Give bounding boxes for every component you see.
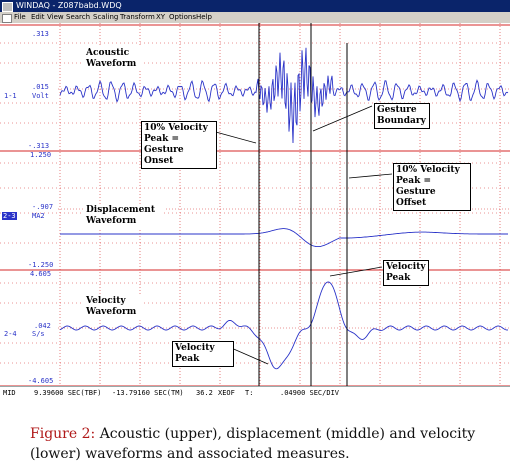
cursor-lines (258, 23, 348, 387)
acoustic-waveform-label: Acoustic Waveform (84, 47, 144, 71)
status-mid: MID (3, 389, 16, 397)
offset-arrow (348, 173, 393, 179)
waveform-plot[interactable]: .313 .015 1-1 Volt -.313 1.250 -.907 2-3… (0, 23, 510, 388)
menu-help[interactable]: Help (196, 13, 212, 21)
gesture-onset-label: 10% Velocity Peak = Gesture Onset (141, 121, 217, 169)
boundary-arrow (312, 105, 373, 132)
velocity-channel-id: 2-4 (4, 330, 17, 338)
menu-bar: File Edit View Search Scaling Transform … (0, 12, 510, 23)
figure-number: Figure 2: (30, 426, 96, 442)
status-time-tbf: 9.39600 SEC(TBF) (34, 389, 102, 397)
velocity-trace (59, 281, 509, 370)
displacement-scale-bottom: -1.250 (28, 261, 54, 269)
menu-scaling[interactable]: Scaling (93, 13, 119, 21)
menu-edit[interactable]: Edit (31, 13, 45, 21)
status-time-tm: -13.79160 SEC(TM) (112, 389, 184, 397)
velocity-waveform-label: Velocity Waveform (84, 295, 144, 319)
windaq-window: WINDAQ - Z087babd.WDQ File Edit View Sea… (0, 0, 510, 399)
acoustic-trace (59, 47, 509, 144)
acoustic-scale-bottom: -.313 (28, 142, 50, 150)
status-value: 36.2 (196, 389, 213, 397)
menu-xy[interactable]: XY (156, 13, 166, 21)
window-title: WINDAQ - Z087babd.WDQ (16, 1, 122, 10)
acoustic-scale-top: .313 (32, 30, 49, 38)
menu-options[interactable]: Options (169, 13, 197, 21)
velocity-scale-top: 4.605 (30, 270, 52, 278)
menu-transform[interactable]: Transform (120, 13, 155, 21)
velocity-scale-bottom: -4.605 (28, 377, 54, 385)
menu-search[interactable]: Search (66, 13, 91, 21)
acoustic-scale-mid: .015 (32, 83, 49, 91)
app-icon (2, 2, 13, 12)
velocity-scale-mid: .042 (34, 322, 51, 330)
velocity-peak-lower-label: Velocity Peak (172, 341, 234, 367)
status-t: T: (245, 389, 254, 397)
velocity-peak-upper-label: Velocity Peak (383, 260, 429, 286)
gesture-boundary-label: Gesture Boundary (374, 103, 430, 129)
system-menu-icon[interactable] (2, 14, 12, 23)
acoustic-channel-id: 1-1 (4, 92, 17, 100)
displacement-scale-mid: -.907 (32, 203, 54, 211)
acoustic-unit: Volt (32, 92, 49, 100)
annotation-arrows (211, 105, 393, 365)
figure-caption: Figure 2: Acoustic (upper), displacement… (30, 424, 494, 464)
velpeak-upper-arrow (329, 266, 383, 277)
menu-file[interactable]: File (14, 13, 26, 21)
displacement-waveform-label: Displacement Waveform (84, 204, 164, 228)
displacement-scale-top: 1.250 (30, 151, 52, 159)
displacement-unit: MA2 (32, 212, 45, 220)
menu-view[interactable]: View (47, 13, 64, 21)
status-eof: XEOF (218, 389, 235, 397)
title-bar: WINDAQ - Z087babd.WDQ (0, 0, 510, 12)
displacement-trace (60, 228, 508, 248)
onset-arrow (211, 130, 257, 144)
caption-text: Acoustic (upper), displacement (middle) … (30, 426, 476, 462)
displacement-channel-id[interactable]: 2-3 (2, 212, 17, 220)
velpeak-lower-arrow (228, 346, 269, 365)
velocity-unit: S/s (32, 330, 45, 338)
traces (59, 47, 509, 370)
gesture-offset-label: 10% Velocity Peak = Gesture Offset (393, 163, 471, 211)
status-bar: MID 9.39600 SEC(TBF) -13.79160 SEC(TM) 3… (0, 386, 510, 399)
status-sec-per-div: .04900 SEC/DIV (280, 389, 340, 397)
